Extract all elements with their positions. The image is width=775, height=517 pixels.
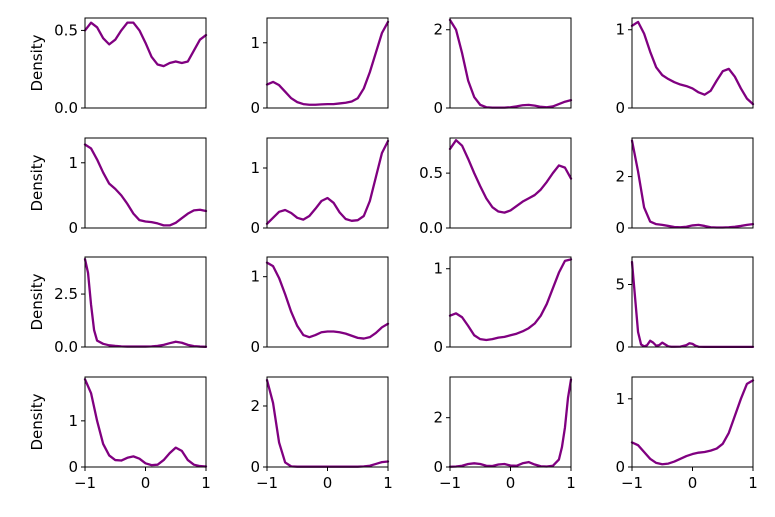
x-tick-label: 1 [748,474,758,492]
subplot-4-3: 02−1 0 1 [433,376,576,492]
axes-frame [84,17,207,109]
subplot-3-1: 0.0 2.5 Density [28,256,208,356]
y-tick-label: 1 [250,159,260,177]
axes-frame [266,256,389,348]
y-tick-label: 0 [250,219,260,237]
x-tick-label: −1 [621,474,643,492]
y-tick-label: 0 [615,219,625,237]
y-tick-label: 0 [250,99,260,117]
subplot-2-4: 02 [615,137,755,237]
density-curve [265,20,390,106]
subplot-1-1: 0.0 0.5 Density [28,17,208,117]
y-tick-label: 2 [433,409,443,427]
y-tick-label: 0 [68,458,78,476]
density-curve [83,257,208,348]
density-curve [265,378,390,468]
subplot-3-4: 05 [615,256,755,356]
density-curve [630,379,755,466]
axes-frame [266,17,389,109]
subplot-2-1: 0 1 Density [28,137,208,237]
y-tick-label: 5 [615,276,625,294]
y-tick-label: 1 [250,268,260,286]
density-curve [448,139,573,214]
y-tick-label: 0 [433,99,443,117]
x-tick-label: 1 [383,474,393,492]
y-tick-label: 0 [68,219,78,237]
y-tick-label: 0 [615,458,625,476]
density-curve [265,139,390,225]
y-tick-label: 2.5 [54,285,78,303]
axes-frame [631,256,754,348]
subplot-3-2: 01 [250,256,390,356]
y-tick-label: 0.0 [419,219,443,237]
y-tick-label: 2 [433,21,443,39]
density-curve [265,261,390,340]
x-tick-label: 0 [141,474,151,492]
subplot-4-2: 02−1 0 1 [250,376,393,492]
axes-frame [84,256,207,348]
axes-frame [84,137,207,229]
y-tick-label: 0 [250,338,260,356]
subplot-1-3: 02 [433,17,573,117]
x-tick-label: −1 [256,474,278,492]
y-tick-label: 0.0 [54,99,78,117]
y-axis-label: Density [28,393,46,450]
density-curve [448,378,573,468]
x-tick-label: 1 [566,474,576,492]
y-tick-label: 1 [433,260,443,278]
y-tick-label: 0.5 [54,21,78,39]
x-tick-label: −1 [74,474,96,492]
density-curve [630,139,755,229]
y-axis-label: Density [28,273,46,330]
y-tick-label: 0 [433,458,443,476]
x-tick-label: −1 [439,474,461,492]
y-tick-label: 1 [68,412,78,430]
y-tick-label: 0.0 [54,338,78,356]
density-curve [630,20,755,106]
density-curve [448,258,573,342]
axes-frame [449,17,572,109]
x-tick-label: 0 [506,474,516,492]
y-tick-label: 0 [615,99,625,117]
axes-frame [449,256,572,348]
axes-frame [631,17,754,109]
density-curve [83,378,208,468]
density-curve [448,18,573,109]
subplot-4-4: 01−1 0 1 [615,376,758,492]
axes-frame [631,137,754,229]
y-tick-label: 0 [433,338,443,356]
y-tick-label: 2 [250,397,260,415]
y-tick-label: 1 [615,21,625,39]
x-tick-label: 0 [688,474,698,492]
axes-frame [449,137,572,229]
subplot-1-2: 01 [250,17,390,117]
density-curve [630,260,755,349]
y-tick-label: 0 [250,458,260,476]
subplot-1-4: 01 [615,17,755,117]
y-axis-label: Density [28,154,46,211]
y-tick-label: 0 [615,338,625,356]
axes-frame [266,137,389,229]
axes-frame [266,376,389,468]
density-curve [83,21,208,68]
x-tick-label: 1 [201,474,211,492]
y-tick-label: 1 [615,390,625,408]
density-curve [83,143,208,227]
y-tick-label: 2 [615,168,625,186]
y-axis-label: Density [28,34,46,91]
y-tick-label: 1 [68,154,78,172]
axes-frame [84,376,207,468]
y-tick-label: 1 [250,34,260,52]
axes-frame [449,376,572,468]
x-tick-label: 0 [323,474,333,492]
y-tick-label: 0.5 [419,164,443,182]
subplot-3-3: 01 [433,256,573,356]
subplot-2-3: 0.0 0.5 [419,137,573,237]
subplot-2-2: 01 [250,137,390,237]
